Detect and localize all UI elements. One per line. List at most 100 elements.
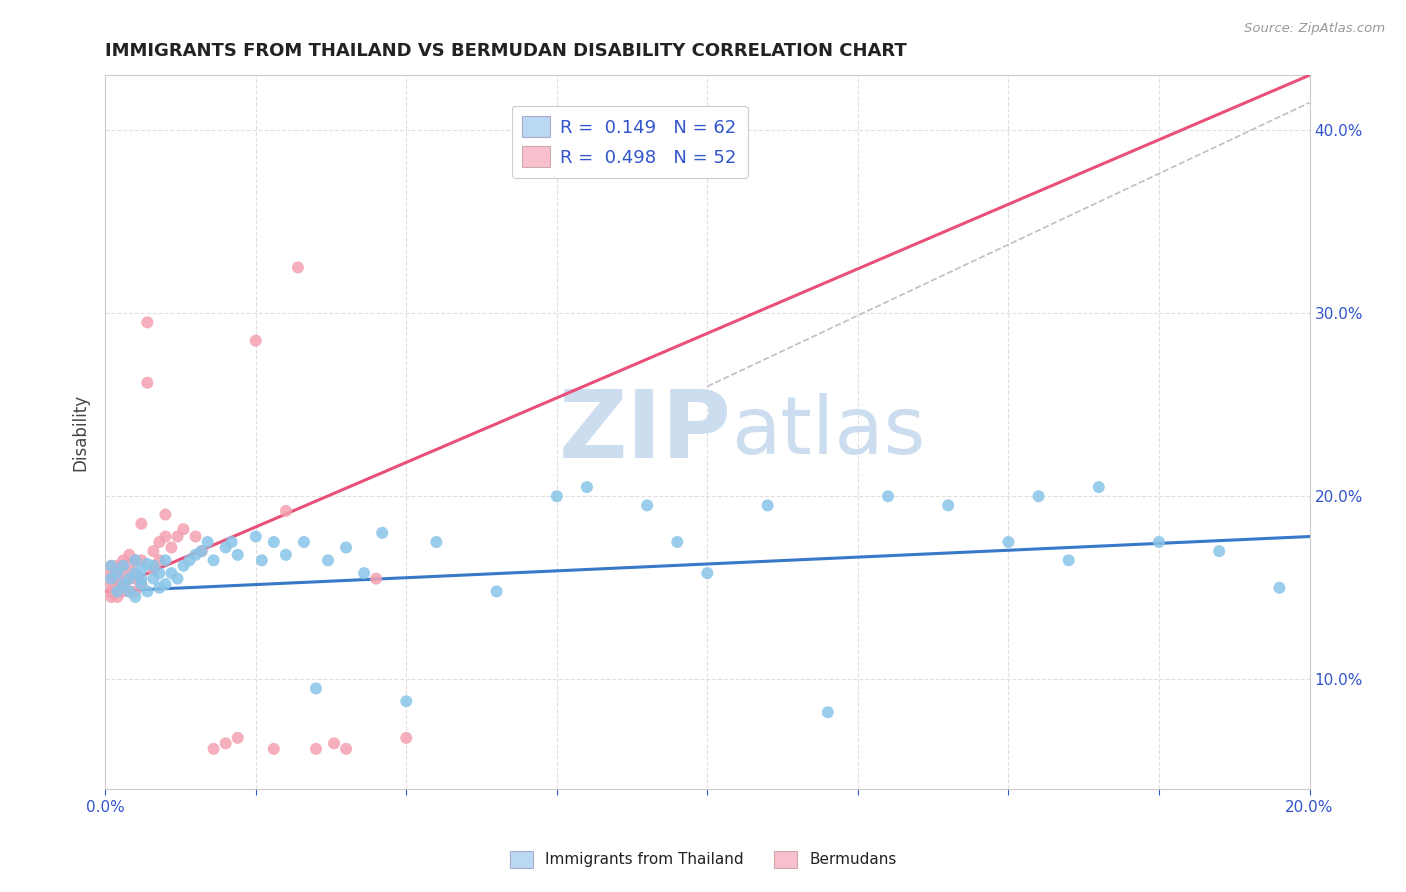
Point (636, 499, 658, 513)
Point (936, 499, 959, 513)
Point (142, 572, 165, 586)
Point (155, 577, 177, 591)
Point (136, 584, 159, 599)
Point (148, 553, 170, 567)
Point (105, 572, 128, 586)
Point (160, 541, 183, 555)
Point (371, 525, 394, 540)
Point (124, 553, 146, 567)
Point (105, 566, 128, 581)
Point (997, 535, 1019, 549)
Point (214, 541, 236, 555)
Point (118, 558, 141, 573)
Text: IMMIGRANTS FROM THAILAND VS BERMUDAN DISABILITY CORRELATION CHART: IMMIGRANTS FROM THAILAND VS BERMUDAN DIS… (105, 42, 907, 60)
Point (184, 548, 207, 562)
Point (142, 544, 165, 558)
Point (131, 553, 153, 567)
Text: Source: ZipAtlas.com: Source: ZipAtlas.com (1244, 22, 1385, 36)
Legend: Immigrants from Thailand, Bermudans: Immigrants from Thailand, Bermudans (503, 845, 903, 873)
Point (666, 535, 689, 549)
Point (118, 572, 141, 586)
Point (155, 529, 177, 543)
Point (112, 577, 135, 591)
Point (105, 581, 128, 595)
Point (1208, 544, 1230, 558)
Point (131, 577, 153, 591)
Point (124, 553, 146, 567)
Point (124, 566, 146, 581)
Point (100, 590, 122, 604)
Point (395, 694, 418, 708)
Point (173, 522, 195, 536)
Point (221, 535, 243, 549)
Point (124, 566, 146, 581)
Point (197, 535, 219, 549)
Point (118, 572, 141, 586)
Point (105, 584, 128, 599)
Point (190, 544, 212, 558)
Point (395, 731, 418, 745)
Point (287, 260, 309, 275)
Point (250, 553, 273, 567)
Point (100, 566, 122, 581)
Point (1147, 535, 1170, 549)
Point (1028, 489, 1050, 503)
Point (877, 489, 900, 503)
Point (1087, 480, 1109, 494)
Point (131, 562, 153, 576)
Y-axis label: Disability: Disability (72, 393, 89, 471)
Legend: R =  0.149   N = 62, R =  0.498   N = 52: R = 0.149 N = 62, R = 0.498 N = 52 (512, 105, 748, 178)
Point (305, 681, 328, 696)
Point (100, 572, 122, 586)
Point (112, 584, 135, 599)
Point (263, 535, 285, 549)
Point (118, 548, 141, 562)
Point (118, 584, 141, 599)
Point (124, 590, 146, 604)
Point (202, 553, 225, 567)
Point (112, 558, 135, 573)
Point (148, 581, 170, 595)
Point (366, 572, 388, 586)
Point (142, 562, 165, 576)
Point (245, 529, 267, 543)
Point (179, 553, 201, 567)
Point (226, 731, 249, 745)
Point (190, 544, 212, 558)
Point (292, 535, 315, 549)
Point (160, 566, 183, 581)
Point (575, 480, 598, 494)
Point (100, 584, 122, 599)
Point (485, 584, 508, 599)
Point (100, 572, 122, 586)
Point (100, 577, 122, 591)
Point (166, 529, 188, 543)
Point (353, 566, 375, 581)
Point (214, 736, 236, 750)
Point (105, 590, 128, 604)
Point (1057, 553, 1080, 567)
Text: ZIP: ZIP (558, 386, 731, 478)
Point (274, 504, 297, 518)
Point (124, 584, 146, 599)
Point (112, 553, 135, 567)
Point (148, 535, 170, 549)
Point (131, 577, 153, 591)
Point (1268, 581, 1291, 595)
Point (263, 742, 285, 756)
Point (166, 572, 188, 586)
Point (245, 334, 267, 348)
Text: atlas: atlas (731, 393, 925, 471)
Point (131, 572, 153, 586)
Point (131, 516, 153, 531)
Point (112, 577, 135, 591)
Point (118, 584, 141, 599)
Point (335, 541, 357, 555)
Point (274, 548, 297, 562)
Point (148, 566, 170, 581)
Point (305, 742, 328, 756)
Point (136, 557, 159, 571)
Point (226, 548, 249, 562)
Point (173, 558, 195, 573)
Point (155, 553, 177, 567)
